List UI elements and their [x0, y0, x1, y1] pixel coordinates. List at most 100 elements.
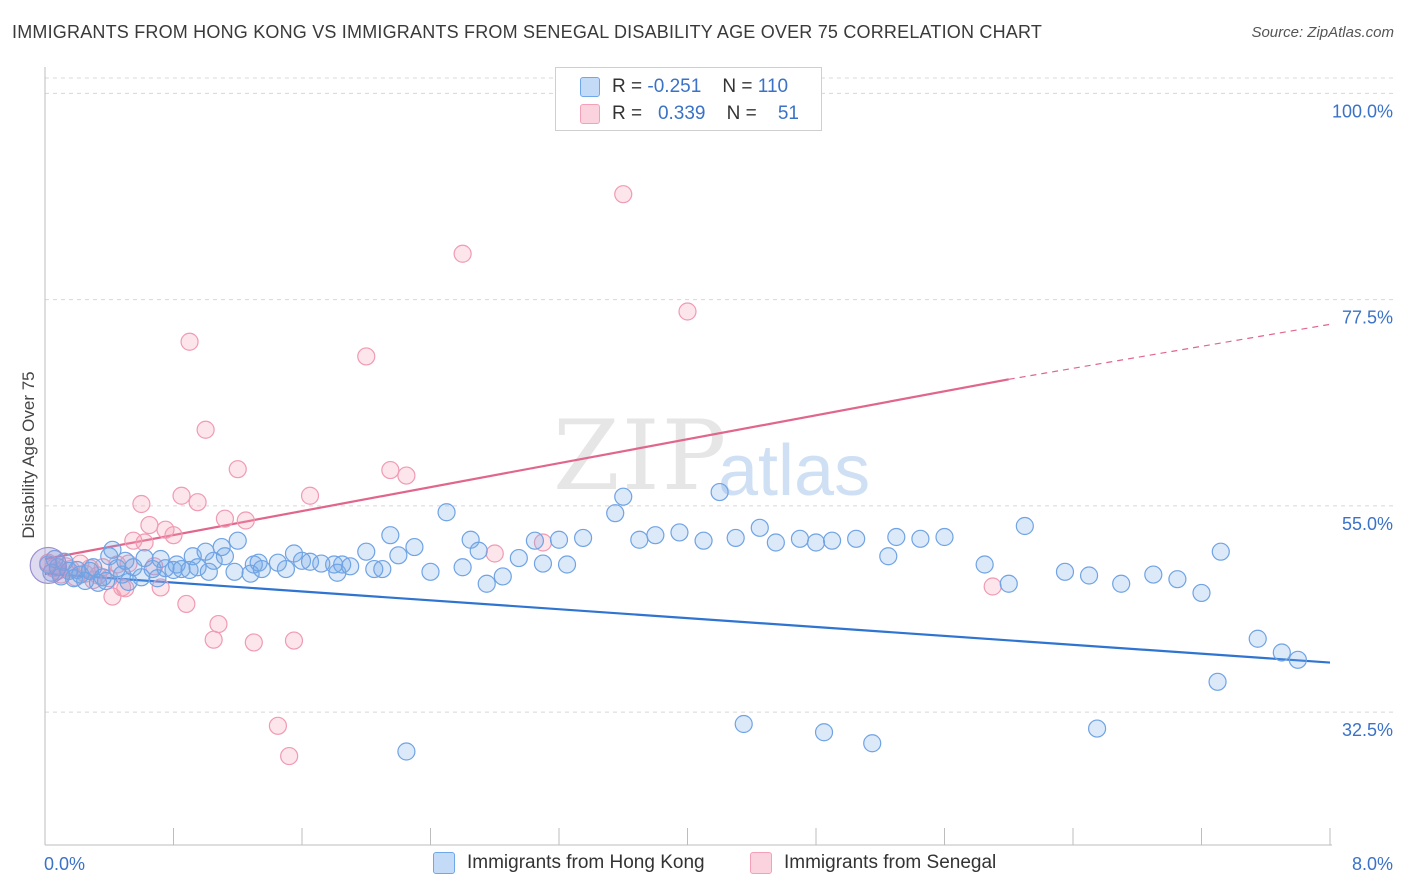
point-hong-kong [750, 518, 769, 537]
legend-swatch-hong-kong [433, 852, 455, 874]
tick-labels: 32.5% 55.0% 77.5% 100.0% 0.0% 8.0% [44, 101, 1393, 874]
point-hong-kong [341, 557, 360, 576]
point-hong-kong [822, 531, 842, 550]
point-hong-kong [911, 529, 930, 548]
point-hong-kong [766, 533, 785, 552]
point-hong-kong [999, 574, 1018, 593]
legend-row-senegal: R = 0.339 N = 51 [580, 101, 799, 127]
point-hong-kong [879, 547, 898, 566]
point-hong-kong [1248, 629, 1267, 648]
point-hong-kong [1272, 643, 1291, 662]
point-hong-kong [405, 537, 424, 557]
point-hong-kong [694, 531, 713, 550]
point-senegal [397, 466, 416, 485]
point-hong-kong [726, 528, 745, 548]
point-senegal [357, 347, 376, 366]
point-hong-kong [525, 531, 545, 550]
point-senegal [103, 587, 122, 606]
point-senegal [280, 746, 299, 766]
point-senegal [228, 460, 247, 479]
point-hong-kong [103, 540, 122, 559]
legend-label-hong-kong: Immigrants from Hong Kong [467, 852, 705, 873]
point-hong-kong [863, 734, 882, 753]
point-senegal [614, 185, 633, 204]
point-hong-kong [55, 552, 74, 571]
y-tick-label: 100.0% [1332, 101, 1393, 121]
point-senegal [172, 486, 191, 505]
point-hong-kong [373, 559, 392, 579]
point-hong-kong [199, 562, 218, 581]
legend-swatch-hong-kong [580, 77, 600, 97]
point-hong-kong [1192, 583, 1211, 603]
correlation-legend: R = -0.251 N = 110 R = 0.339 N = 51 [555, 67, 822, 131]
point-senegal [209, 614, 228, 634]
point-hong-kong [790, 529, 810, 548]
point-hong-kong [477, 574, 496, 593]
chart-title: IMMIGRANTS FROM HONG KONG VS IMMIGRANTS … [12, 22, 1043, 42]
legend-r-value: 0.339 [657, 103, 706, 124]
point-hong-kong [312, 554, 331, 573]
legend-r-label: R = [612, 103, 643, 124]
point-hong-kong [1208, 672, 1227, 691]
point-senegal [485, 544, 504, 563]
point-hong-kong [389, 546, 408, 565]
point-senegal [453, 244, 472, 263]
x-tick-label: 0.0% [44, 854, 85, 874]
watermark-atlas: atlas [718, 431, 871, 511]
point-hong-kong [381, 526, 400, 545]
point-hong-kong [710, 482, 729, 502]
trend-lines [44, 323, 1331, 664]
point-senegal [140, 515, 159, 535]
legend-row-hong-kong: R = -0.251 N = 110 [580, 74, 788, 100]
point-senegal [132, 494, 151, 514]
point-senegal [300, 486, 320, 505]
point-hong-kong [1288, 650, 1307, 669]
point-hong-kong [646, 526, 665, 545]
y-tick-label: 55.0% [1342, 514, 1393, 534]
point-senegal [124, 531, 143, 550]
point-hong-kong [1112, 574, 1131, 593]
point-hong-kong [975, 555, 994, 574]
point-hong-kong [188, 558, 207, 577]
point-senegal [164, 526, 183, 545]
legend-n-label: N = [726, 103, 757, 124]
legend-r-label: R = [612, 76, 643, 97]
point-hong-kong [357, 542, 376, 561]
point-senegal [284, 631, 304, 650]
point-hong-kong [533, 554, 553, 573]
point-hong-kong [300, 552, 320, 571]
point-hong-kong [806, 533, 826, 552]
point-hong-kong [493, 567, 512, 586]
point-hong-kong [215, 547, 234, 566]
y-tick-label: 32.5% [1342, 720, 1393, 740]
point-hong-kong [1144, 565, 1163, 584]
point-hong-kong [252, 559, 271, 579]
legend-item-hong-kong: Immigrants from Hong Kong [433, 852, 705, 874]
legend-swatch-senegal [580, 104, 600, 124]
point-hong-kong [614, 487, 633, 506]
legend-n-value: 110 [757, 76, 789, 97]
legend-item-senegal: Immigrants from Senegal [750, 852, 996, 874]
trend-line-senegal-projection [1008, 323, 1331, 380]
point-hong-kong [1087, 719, 1107, 738]
point-senegal [204, 630, 223, 649]
point-hong-kong [935, 527, 954, 547]
point-hong-kong [421, 562, 440, 581]
point-hong-kong [1015, 516, 1034, 536]
point-hong-kong [437, 503, 456, 522]
legend-n-value: 51 [777, 103, 799, 124]
series-legend: Immigrants from Hong Kong Immigrants fro… [0, 852, 1406, 878]
point-hong-kong [509, 548, 528, 568]
point-cluster [29, 546, 67, 585]
point-hong-kong [887, 527, 906, 547]
point-hong-kong [469, 541, 488, 560]
point-senegal [188, 493, 207, 512]
point-senegal [236, 511, 255, 530]
point-hong-kong [96, 571, 116, 591]
point-hong-kong [1055, 562, 1075, 581]
point-hong-kong [204, 551, 223, 570]
point-senegal [244, 633, 263, 652]
axes [44, 67, 1332, 846]
watermark-zip: ZIP [553, 400, 729, 512]
